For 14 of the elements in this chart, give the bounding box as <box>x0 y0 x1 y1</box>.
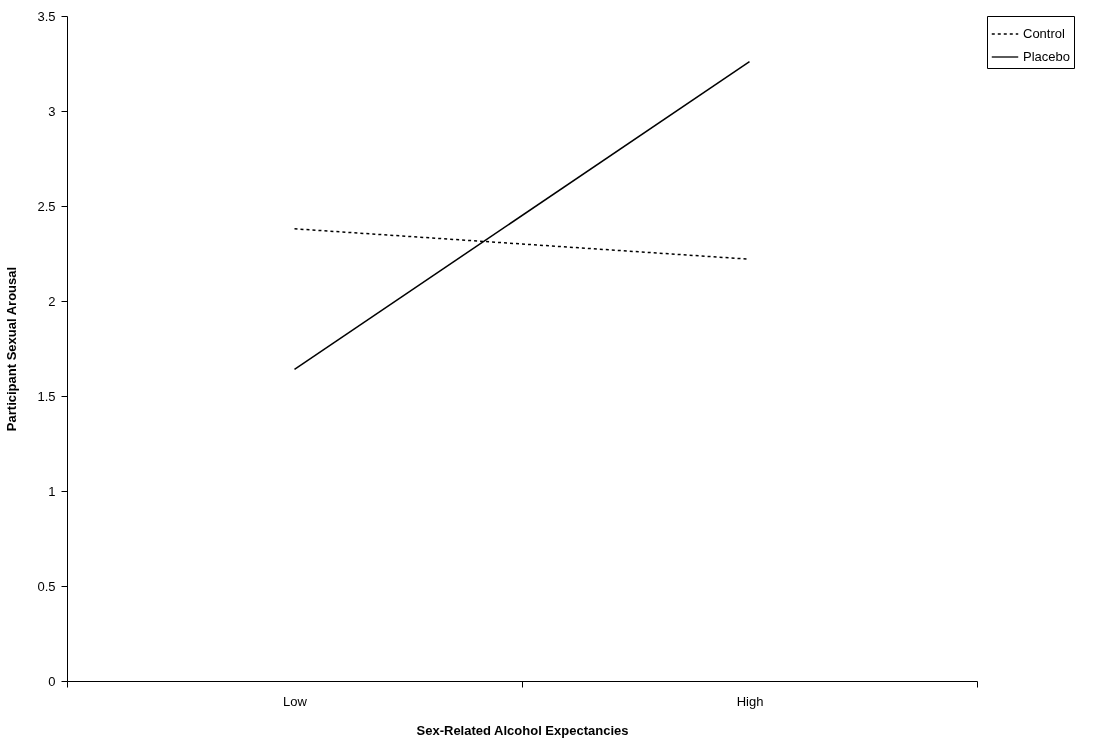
y-tick-label: 2.5 <box>37 198 56 214</box>
y-axis-title: Participant Sexual Arousal <box>4 266 20 432</box>
y-tick-label: 0.5 <box>37 578 56 594</box>
y-tick-label: 3.5 <box>37 8 56 24</box>
x-tick-label: High <box>736 693 764 709</box>
y-tick-label: 1 <box>48 483 56 499</box>
y-tick-label: 2 <box>48 293 56 309</box>
y-tick-label: 3 <box>48 103 56 119</box>
x-axis-title: Sex-Related Alcohol Expectancies <box>416 722 629 738</box>
y-tick-label: 0 <box>48 673 56 689</box>
x-tick-label: Low <box>283 693 308 709</box>
y-tick-label: 1.5 <box>37 388 56 404</box>
legend-label: Placebo <box>1023 49 1070 64</box>
legend-label: Control <box>1023 26 1066 41</box>
